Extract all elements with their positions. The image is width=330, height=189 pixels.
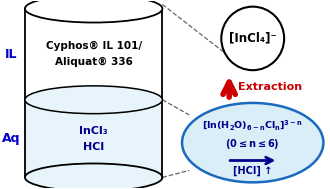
- Ellipse shape: [25, 163, 162, 189]
- Polygon shape: [25, 9, 162, 100]
- Text: $\mathbf{[In(H_2O)_{6-n}Cl_n]^{3-n}}$: $\mathbf{[In(H_2O)_{6-n}Cl_n]^{3-n}}$: [202, 118, 303, 132]
- Text: InCl₃: InCl₃: [79, 126, 108, 136]
- Text: [HCl] ↑: [HCl] ↑: [233, 165, 272, 176]
- Ellipse shape: [182, 103, 323, 182]
- Text: Aq: Aq: [2, 132, 20, 145]
- Text: $\mathbf{(0 \leq n \leq 6)}$: $\mathbf{(0 \leq n \leq 6)}$: [225, 137, 280, 151]
- Text: HCl: HCl: [83, 142, 104, 152]
- Ellipse shape: [25, 0, 162, 22]
- Text: Cyphos® IL 101/: Cyphos® IL 101/: [46, 41, 142, 51]
- Ellipse shape: [25, 86, 162, 114]
- Text: [InCl₄]⁻: [InCl₄]⁻: [229, 32, 277, 45]
- Text: Extraction: Extraction: [238, 82, 303, 91]
- Circle shape: [221, 7, 284, 70]
- Text: IL: IL: [5, 48, 17, 61]
- Polygon shape: [25, 100, 162, 177]
- Text: Aliquat® 336: Aliquat® 336: [55, 57, 133, 67]
